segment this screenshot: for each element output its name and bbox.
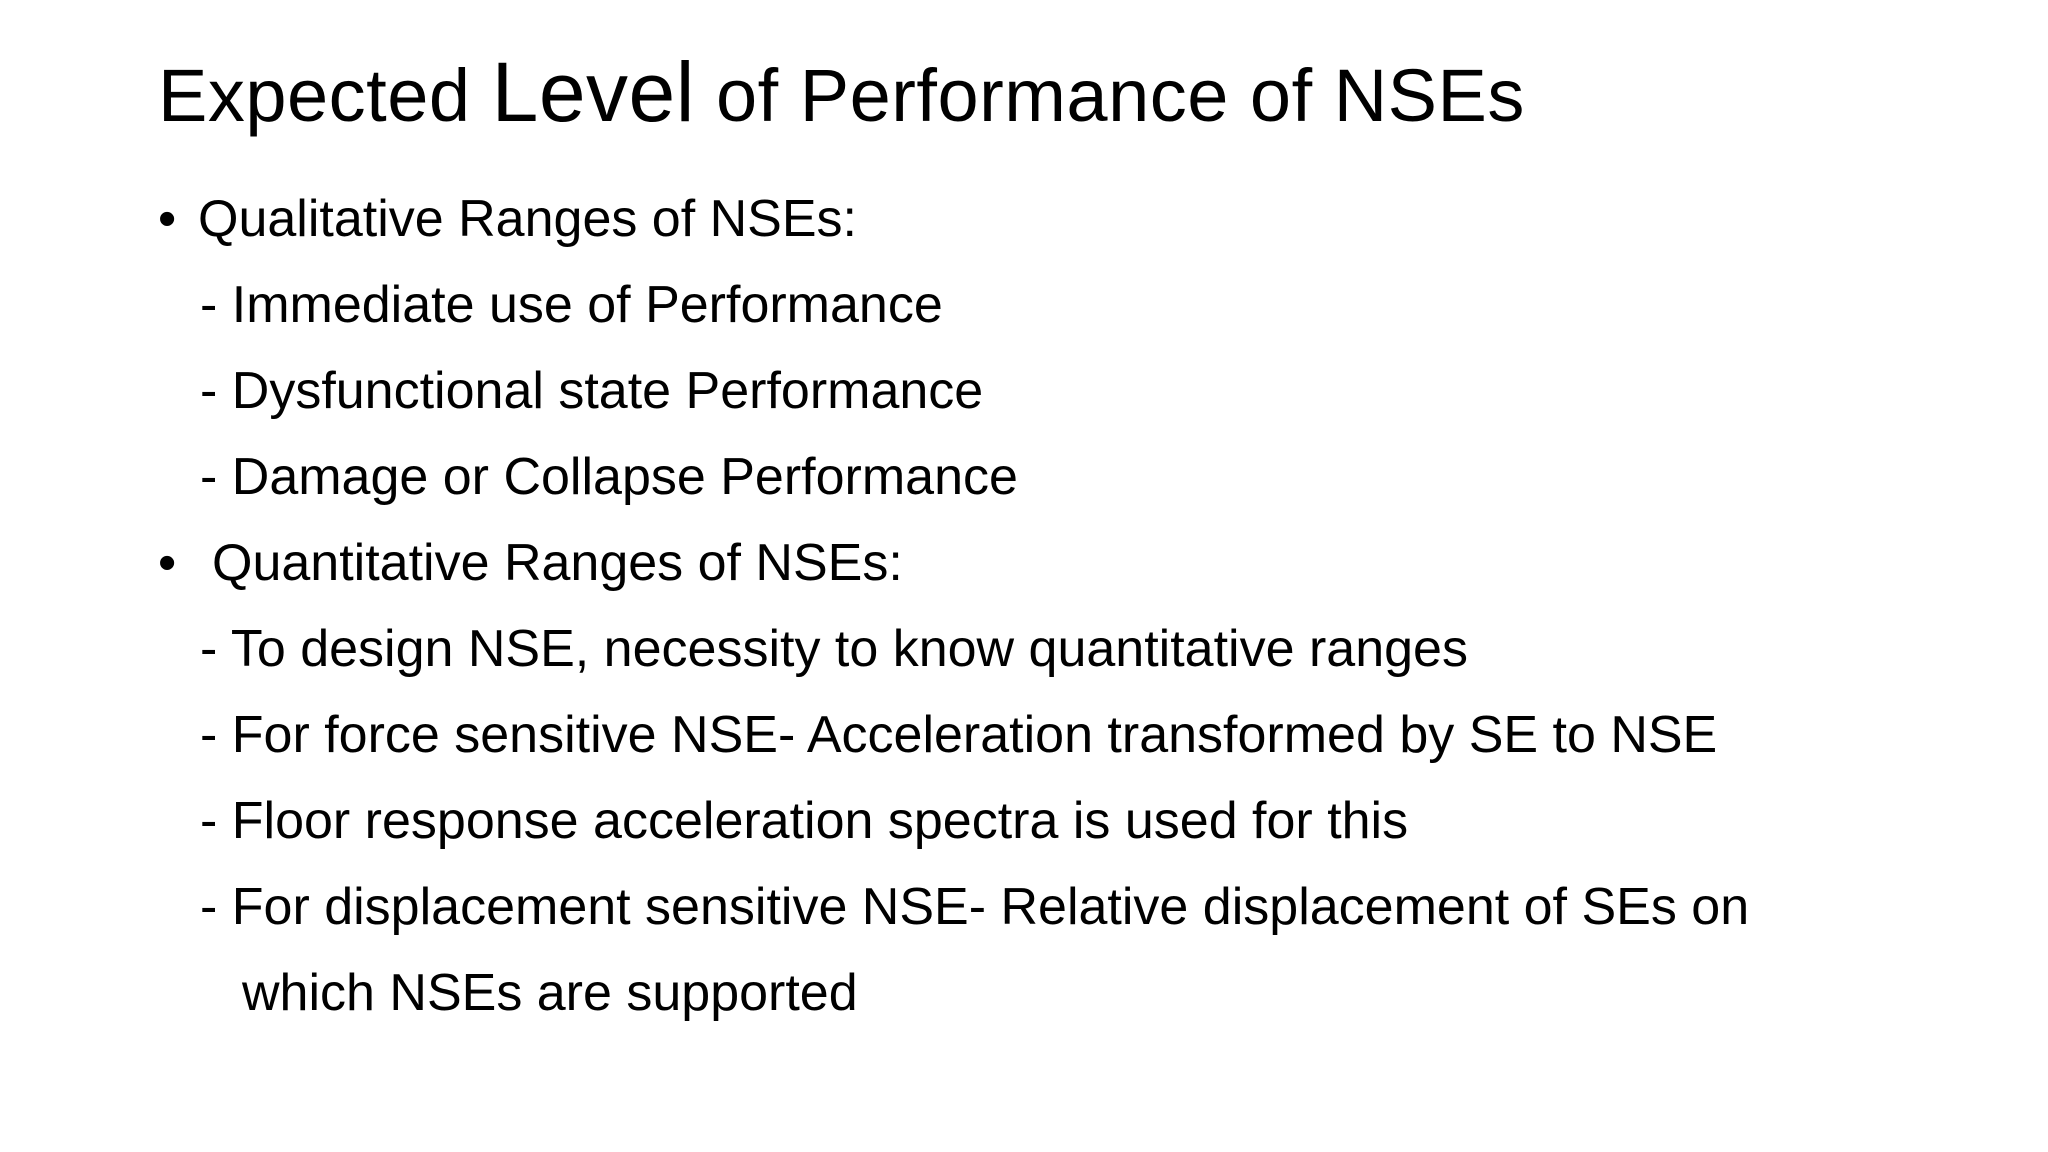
list-item: - To design NSE, necessity to know quant… [200,620,1468,678]
list-item: - For displacement sensitive NSE- Relati… [200,878,1750,936]
bullet-quantitative: • Quantitative Ranges of NSEs: [158,528,903,598]
bullet-heading: Quantitative Ranges of NSEs: [212,534,903,592]
title-part-1: Expected [158,54,492,137]
slide-title: Expected Level of Performance of NSEs [158,42,1525,146]
list-item: - Floor response acceleration spectra is… [200,792,1409,850]
bullet-dot: • [158,534,177,592]
bullet-dot: • [158,190,177,248]
title-part-3: of Performance of NSEs [694,54,1525,137]
list-item-continuation: which NSEs are supported [242,964,858,1022]
list-item: - Damage or Collapse Performance [200,448,1018,506]
bullet-heading: Qualitative Ranges of NSEs: [198,190,857,248]
list-item: - For force sensitive NSE- Acceleration … [200,706,1718,764]
list-item: - Dysfunctional state Performance [200,362,984,420]
list-item: - Immediate use of Performance [200,276,943,334]
bullet-qualitative: • Qualitative Ranges of NSEs: [158,184,857,254]
title-part-2: Level [491,45,695,139]
